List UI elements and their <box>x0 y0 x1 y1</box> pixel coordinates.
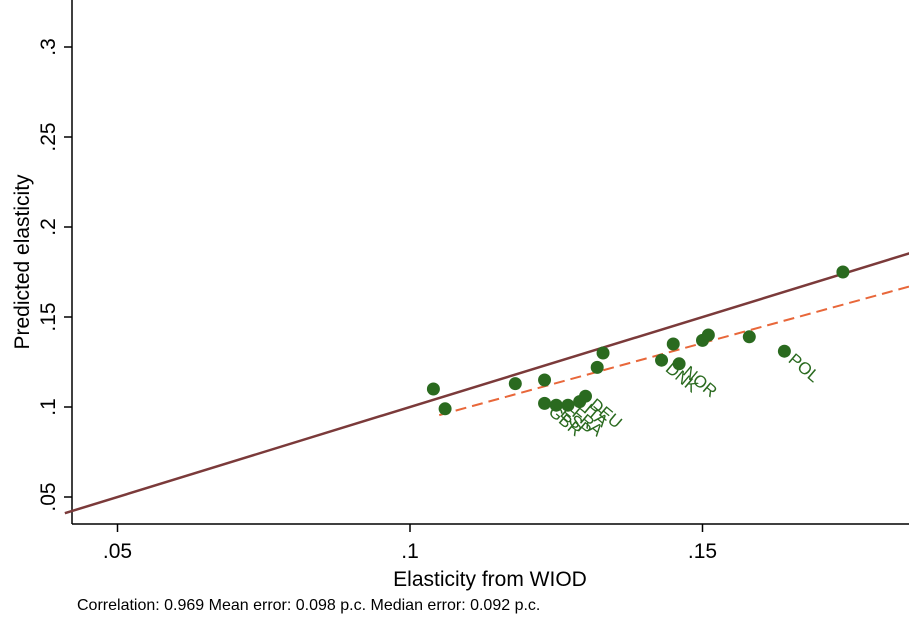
data-point <box>742 330 756 344</box>
data-points <box>426 265 850 416</box>
data-point <box>561 398 575 412</box>
data-point <box>549 398 563 412</box>
x-tick-label: .1 <box>401 540 419 563</box>
data-point <box>426 382 440 396</box>
data-point <box>672 357 686 371</box>
y-tick-label: .25 <box>37 122 60 151</box>
y-tick-label: .2 <box>37 218 60 236</box>
y-tick-label: .05 <box>37 482 60 511</box>
axes: .05.1.15.2.25.3.05.1.15.2.25.3 <box>37 0 909 563</box>
y-tick-label: .1 <box>37 398 60 416</box>
diagonal-line <box>64 252 909 515</box>
data-point <box>579 389 592 403</box>
scatter-plot: .05.1.15.2.25.3.05.1.15.2.25.3 GBRESPFRA… <box>11 0 909 591</box>
data-point <box>590 360 604 374</box>
data-point <box>701 328 715 342</box>
footnote: Correlation: 0.969 Mean error: 0.098 p.c… <box>77 597 541 614</box>
point-label: POL <box>785 350 823 386</box>
x-axis-title: Elasticity from WIOD <box>393 568 587 591</box>
data-point <box>666 337 680 351</box>
point-labels: GBRESPFRAITADEUDNKNORPOLLTUSVKMLT <box>545 350 823 441</box>
data-point <box>508 377 522 391</box>
data-point <box>538 396 552 410</box>
fit-lines <box>64 252 909 515</box>
data-point <box>596 346 610 360</box>
data-point <box>655 353 669 367</box>
data-point <box>438 402 452 416</box>
point-label: NOR <box>680 362 721 401</box>
data-point <box>777 344 791 358</box>
fitted-line <box>438 285 909 417</box>
data-point <box>538 373 552 387</box>
x-tick-label: .15 <box>688 540 717 563</box>
data-point <box>836 265 850 279</box>
y-tick-label: .3 <box>37 38 60 56</box>
x-tick-label: .05 <box>103 540 132 563</box>
y-axis-title: Predicted elasticity <box>11 174 34 350</box>
y-tick-label: .15 <box>37 302 60 331</box>
